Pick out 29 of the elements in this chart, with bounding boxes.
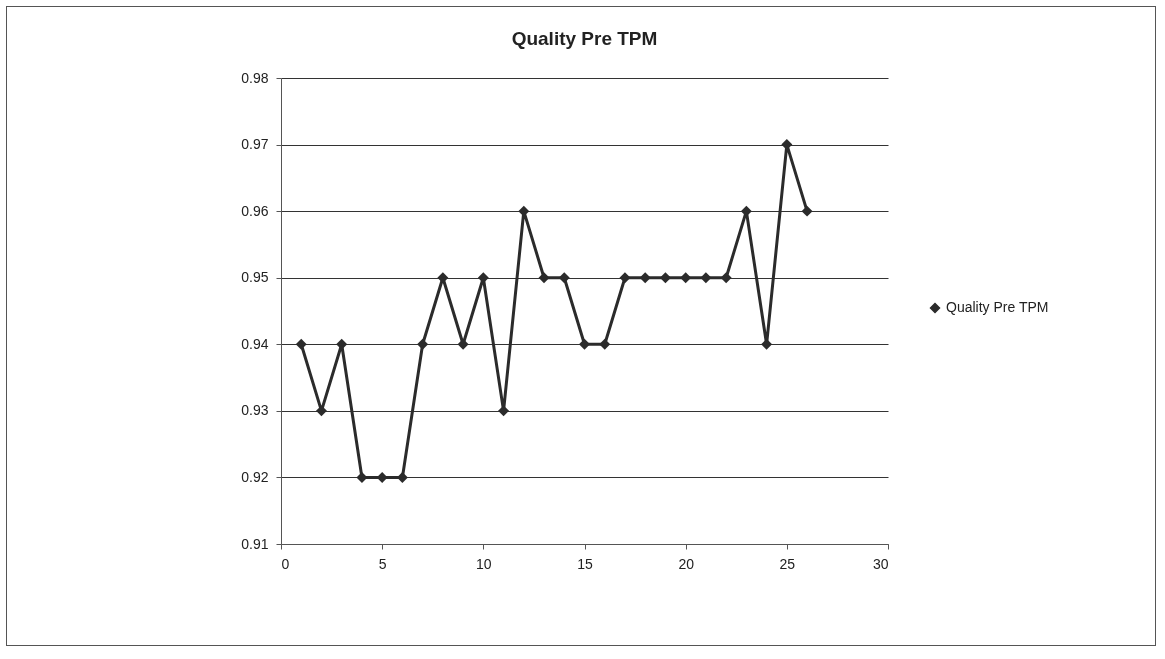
- point: [558, 272, 570, 284]
- x-tick-label: 20: [678, 555, 695, 572]
- point: [619, 272, 631, 284]
- point: [538, 272, 550, 284]
- y-tick-label: 0.91: [241, 535, 269, 552]
- x-tick-label: 15: [577, 555, 593, 572]
- x-tick-label: 5: [378, 555, 387, 572]
- y-tick-label: 0.97: [241, 136, 269, 153]
- x-tick-label: 10: [476, 555, 492, 572]
- y-tick-label: 0.98: [241, 69, 269, 86]
- point: [639, 272, 651, 284]
- x-tick-label: 0: [281, 555, 290, 572]
- y-tick-label: 0.96: [241, 202, 269, 219]
- point: [599, 338, 611, 350]
- legend-label: Quality Pre TPM: [946, 299, 1049, 315]
- point: [579, 338, 590, 350]
- point: [801, 205, 813, 217]
- y-tick-label: 0.94: [241, 335, 269, 352]
- y-tick-label: 0.92: [241, 468, 269, 485]
- x-tick-label: 25: [779, 555, 796, 572]
- y-tick-label: 0.93: [241, 402, 269, 419]
- y-tick-label: 0.95: [241, 269, 269, 286]
- point: [700, 272, 712, 284]
- point: [315, 405, 327, 417]
- point: [720, 272, 732, 284]
- x-tick-label: 30: [872, 555, 889, 572]
- point: [295, 338, 307, 350]
- point: [417, 338, 429, 350]
- chart-title: Quality Pre TPM: [511, 28, 658, 49]
